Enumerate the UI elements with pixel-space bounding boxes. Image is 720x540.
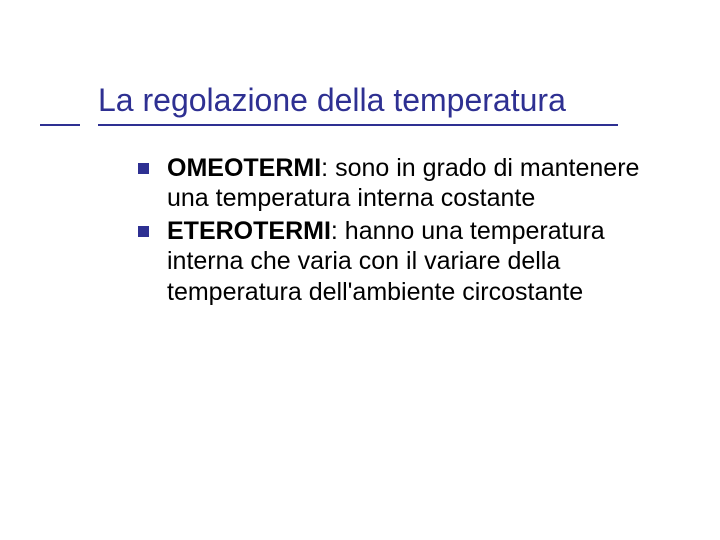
term-bold: ETEROTERMI <box>167 217 331 245</box>
list-item: OMEOTERMI: sono in grado di mantenere un… <box>138 153 670 214</box>
slide-content: OMEOTERMI: sono in grado di mantenere un… <box>100 153 670 308</box>
slide: La regolazione della temperatura OMEOTER… <box>0 0 720 540</box>
title-underline-stub <box>40 124 80 126</box>
square-bullet-icon <box>138 226 149 237</box>
list-item-text: OMEOTERMI: sono in grado di mantenere un… <box>167 153 670 214</box>
title-underline <box>98 124 618 126</box>
term-bold: OMEOTERMI <box>167 154 321 182</box>
slide-title: La regolazione della temperatura <box>98 82 670 119</box>
list-item-text: ETEROTERMI: hanno una temperatura intern… <box>167 216 670 308</box>
list-item: ETEROTERMI: hanno una temperatura intern… <box>138 216 670 308</box>
square-bullet-icon <box>138 163 149 174</box>
